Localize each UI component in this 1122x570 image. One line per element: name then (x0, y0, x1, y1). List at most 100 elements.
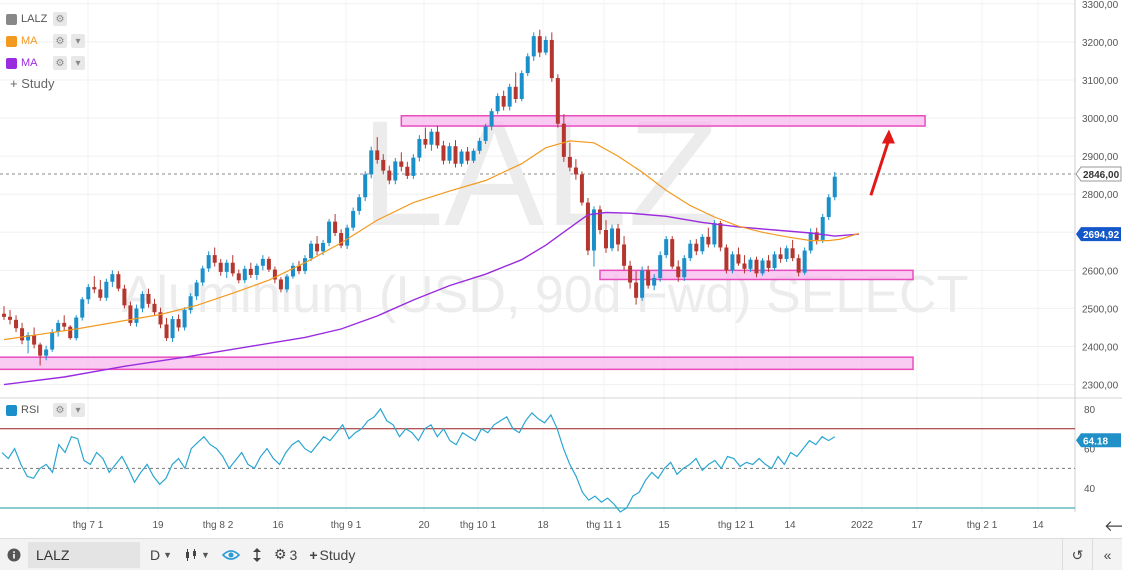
candle-body (772, 254, 777, 269)
candle-body (188, 296, 193, 310)
candle-body (429, 131, 434, 145)
time-tick-label: 14 (784, 520, 796, 531)
candle-body (206, 255, 211, 269)
gear-icon[interactable]: ⚙ (53, 12, 67, 26)
candle-body (309, 243, 314, 259)
rsi-value-tag-text: 64.18 (1083, 436, 1108, 447)
candle-body (2, 313, 6, 317)
candle-body (790, 248, 795, 259)
candle-body (682, 258, 687, 278)
price-tags: 2846,00 2694,92 64.18 (1075, 166, 1122, 448)
candle-body (122, 288, 127, 306)
candle-body (471, 150, 476, 161)
arrow-head (881, 129, 895, 144)
candle-body (567, 156, 572, 168)
candle-body (495, 95, 500, 112)
candle-body (236, 273, 241, 281)
candle-body (453, 146, 458, 164)
candle-body (417, 138, 422, 158)
time-tick-label: thg 11 1 (586, 520, 622, 531)
time-tick-label: thg 10 1 (460, 520, 497, 531)
vertical-resize-icon[interactable] (246, 539, 268, 570)
ma2-swatch (6, 57, 17, 69)
scroll-to-start-icon[interactable]: 🡐 (1104, 516, 1122, 535)
chevron-down-icon[interactable]: ▾ (71, 56, 85, 70)
candle-body (104, 281, 109, 298)
candle-body (303, 258, 307, 272)
moving-averages (3, 140, 859, 386)
candle-body (387, 170, 392, 181)
gear-icon: ⚙ (273, 546, 287, 562)
time-tick-label: 2022 (851, 520, 874, 531)
toolbar-study-label: Study (319, 546, 356, 563)
candle-body (513, 86, 518, 99)
candle-body (477, 140, 482, 151)
time-tick-label: thg 7 1 (73, 520, 104, 531)
candle-body (399, 161, 404, 167)
gear-icon[interactable]: ⚙ (53, 56, 67, 70)
chevron-down-icon[interactable]: ▾ (71, 34, 85, 48)
candle-body (128, 305, 133, 323)
candle-body (152, 303, 157, 313)
candle-body (447, 146, 452, 161)
candle-body (321, 242, 326, 252)
legend-ma2-label: MA (21, 57, 38, 69)
candle-body (278, 279, 283, 290)
price-tick-label: 2400,00 (1082, 343, 1119, 354)
time-tick-label: 18 (537, 520, 549, 531)
candle-body (501, 95, 506, 107)
chevron-down-icon: ▼ (163, 549, 173, 560)
candle-body (381, 159, 386, 171)
candle-body (38, 344, 43, 356)
candle-body (712, 223, 717, 245)
candle-body (56, 322, 61, 333)
time-tick-label: thg 2 1 (967, 520, 998, 531)
candle-body (676, 266, 681, 278)
rsi-value-tag-bg (1076, 433, 1121, 448)
candle-body (393, 161, 398, 181)
candle-body (573, 167, 578, 175)
plus-icon: + (309, 546, 318, 563)
ma-price-tag-text: 2694,92 (1083, 230, 1120, 241)
chart-type-button[interactable]: ▼ (178, 539, 216, 570)
candle-body (146, 293, 151, 304)
candle-body (26, 335, 31, 341)
time-tick-label: 19 (152, 520, 164, 531)
reset-icon[interactable]: ↺ (1062, 539, 1092, 570)
period-select[interactable]: D ▼ (144, 539, 178, 570)
gear-icon[interactable]: ⚙ (53, 403, 67, 417)
rsi-tick-label: 40 (1084, 484, 1096, 495)
candle-body (634, 282, 639, 298)
candle-body (74, 317, 79, 339)
candle-body (736, 254, 741, 264)
candle-body (808, 232, 813, 251)
candle-body (339, 233, 344, 246)
time-tick-label: thg 12 1 (718, 520, 755, 531)
info-icon[interactable] (0, 539, 28, 570)
candle-body (742, 263, 747, 269)
candle-body (296, 265, 301, 272)
eye-icon[interactable] (216, 539, 246, 570)
candle-body (579, 174, 584, 203)
candle-body (796, 258, 801, 273)
toolbar-study-button[interactable]: + Study (303, 539, 361, 570)
time-axis[interactable]: thg 7 1 19 thg 8 2 16 thg 9 1 20 thg 10 1 18 thg… (73, 520, 1044, 531)
ma-orange-line (3, 140, 859, 341)
candle-body (459, 151, 464, 164)
indicator-count-button[interactable]: ⚙ 3 (268, 539, 303, 570)
legend-row-ma2: MA ⚙ ▾ (6, 52, 85, 74)
candle-body (531, 36, 536, 57)
candle-body (525, 56, 530, 74)
candle-body (327, 221, 332, 243)
candle-body (272, 269, 277, 280)
collapse-icon[interactable]: « (1092, 539, 1122, 570)
candle-body (50, 332, 55, 350)
chevron-down-icon[interactable]: ▾ (71, 403, 85, 417)
gear-icon[interactable]: ⚙ (53, 34, 67, 48)
candle-body (315, 243, 320, 252)
symbol-input[interactable]: LALZ (28, 541, 140, 568)
add-study-link[interactable]: + Study (10, 76, 55, 91)
candle-body (628, 265, 633, 283)
candle-body (604, 229, 608, 249)
